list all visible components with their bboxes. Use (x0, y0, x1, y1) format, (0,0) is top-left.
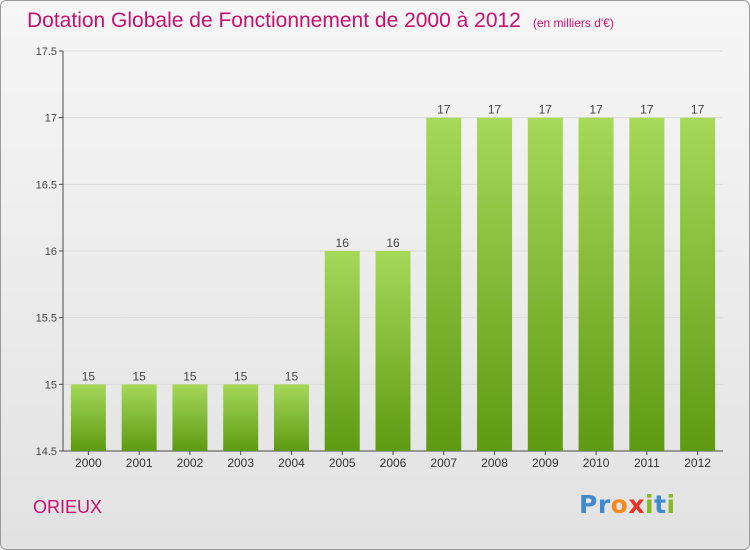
logo-letter: i (645, 490, 655, 519)
y-tick-label: 14.5 (36, 446, 57, 458)
bar (273, 384, 309, 451)
bar-value-label: 17 (691, 103, 705, 117)
x-tick-label: 2004 (278, 456, 305, 470)
logo-letter: t (654, 490, 667, 519)
bar (477, 117, 513, 452)
bar-value-label: 17 (488, 103, 502, 117)
x-tick-label: 2000 (75, 456, 102, 470)
bar-value-label: 15 (285, 369, 299, 383)
x-tick-label: 2006 (380, 456, 407, 470)
bar-value-label: 16 (386, 236, 400, 250)
chart-unit-label: (en milliers d'€) (532, 16, 614, 30)
y-tick-label: 16 (45, 246, 57, 258)
logo-letter: x (628, 490, 645, 519)
x-tick-label: 2009 (532, 456, 559, 470)
logo-letter: i (666, 490, 676, 519)
y-tick-label: 17.5 (36, 46, 57, 58)
bar-value-label: 15 (183, 369, 197, 383)
bar (629, 117, 665, 452)
bar-value-label: 15 (234, 369, 248, 383)
bar (527, 117, 563, 452)
y-tick-label: 17 (45, 113, 57, 125)
chart-title: Dotation Globale de Fonctionnement de 20… (27, 9, 614, 33)
chart-title-text: Dotation Globale de Fonctionnement de 20… (27, 9, 521, 32)
y-tick-label: 16.5 (36, 179, 57, 191)
x-tick-label: 2002 (177, 456, 204, 470)
bar (375, 251, 411, 451)
x-tick-label: 2012 (684, 456, 711, 470)
bar (578, 117, 614, 452)
bar (172, 384, 208, 451)
bar (680, 117, 716, 452)
logo-letter: P (579, 490, 598, 519)
commune-name: ORIEUX (33, 497, 103, 517)
bar (426, 117, 462, 452)
bar-value-label: 17 (437, 103, 451, 117)
bar-value-label: 16 (336, 236, 350, 250)
bar-value-label: 17 (539, 103, 553, 117)
bar-value-label: 17 (589, 103, 603, 117)
x-tick-label: 2005 (329, 456, 356, 470)
logo-letter: o (610, 490, 629, 519)
x-tick-label: 2007 (430, 456, 457, 470)
bar (324, 251, 360, 451)
x-tick-label: 2003 (227, 456, 254, 470)
bar-value-label: 17 (640, 103, 654, 117)
y-tick-label: 15.5 (36, 313, 57, 325)
bar (70, 384, 106, 451)
x-tick-label: 2010 (583, 456, 610, 470)
x-tick-label: 2001 (126, 456, 153, 470)
bar-value-label: 15 (132, 369, 146, 383)
bar (223, 384, 259, 451)
logo-letter: r (597, 490, 611, 519)
x-tick-label: 2011 (634, 456, 660, 470)
bar-value-label: 15 (82, 369, 96, 383)
proxiti-logo[interactable]: Proxiti (579, 490, 676, 519)
x-tick-label: 2008 (481, 456, 508, 470)
bar (121, 384, 157, 451)
y-tick-label: 15 (45, 379, 57, 391)
